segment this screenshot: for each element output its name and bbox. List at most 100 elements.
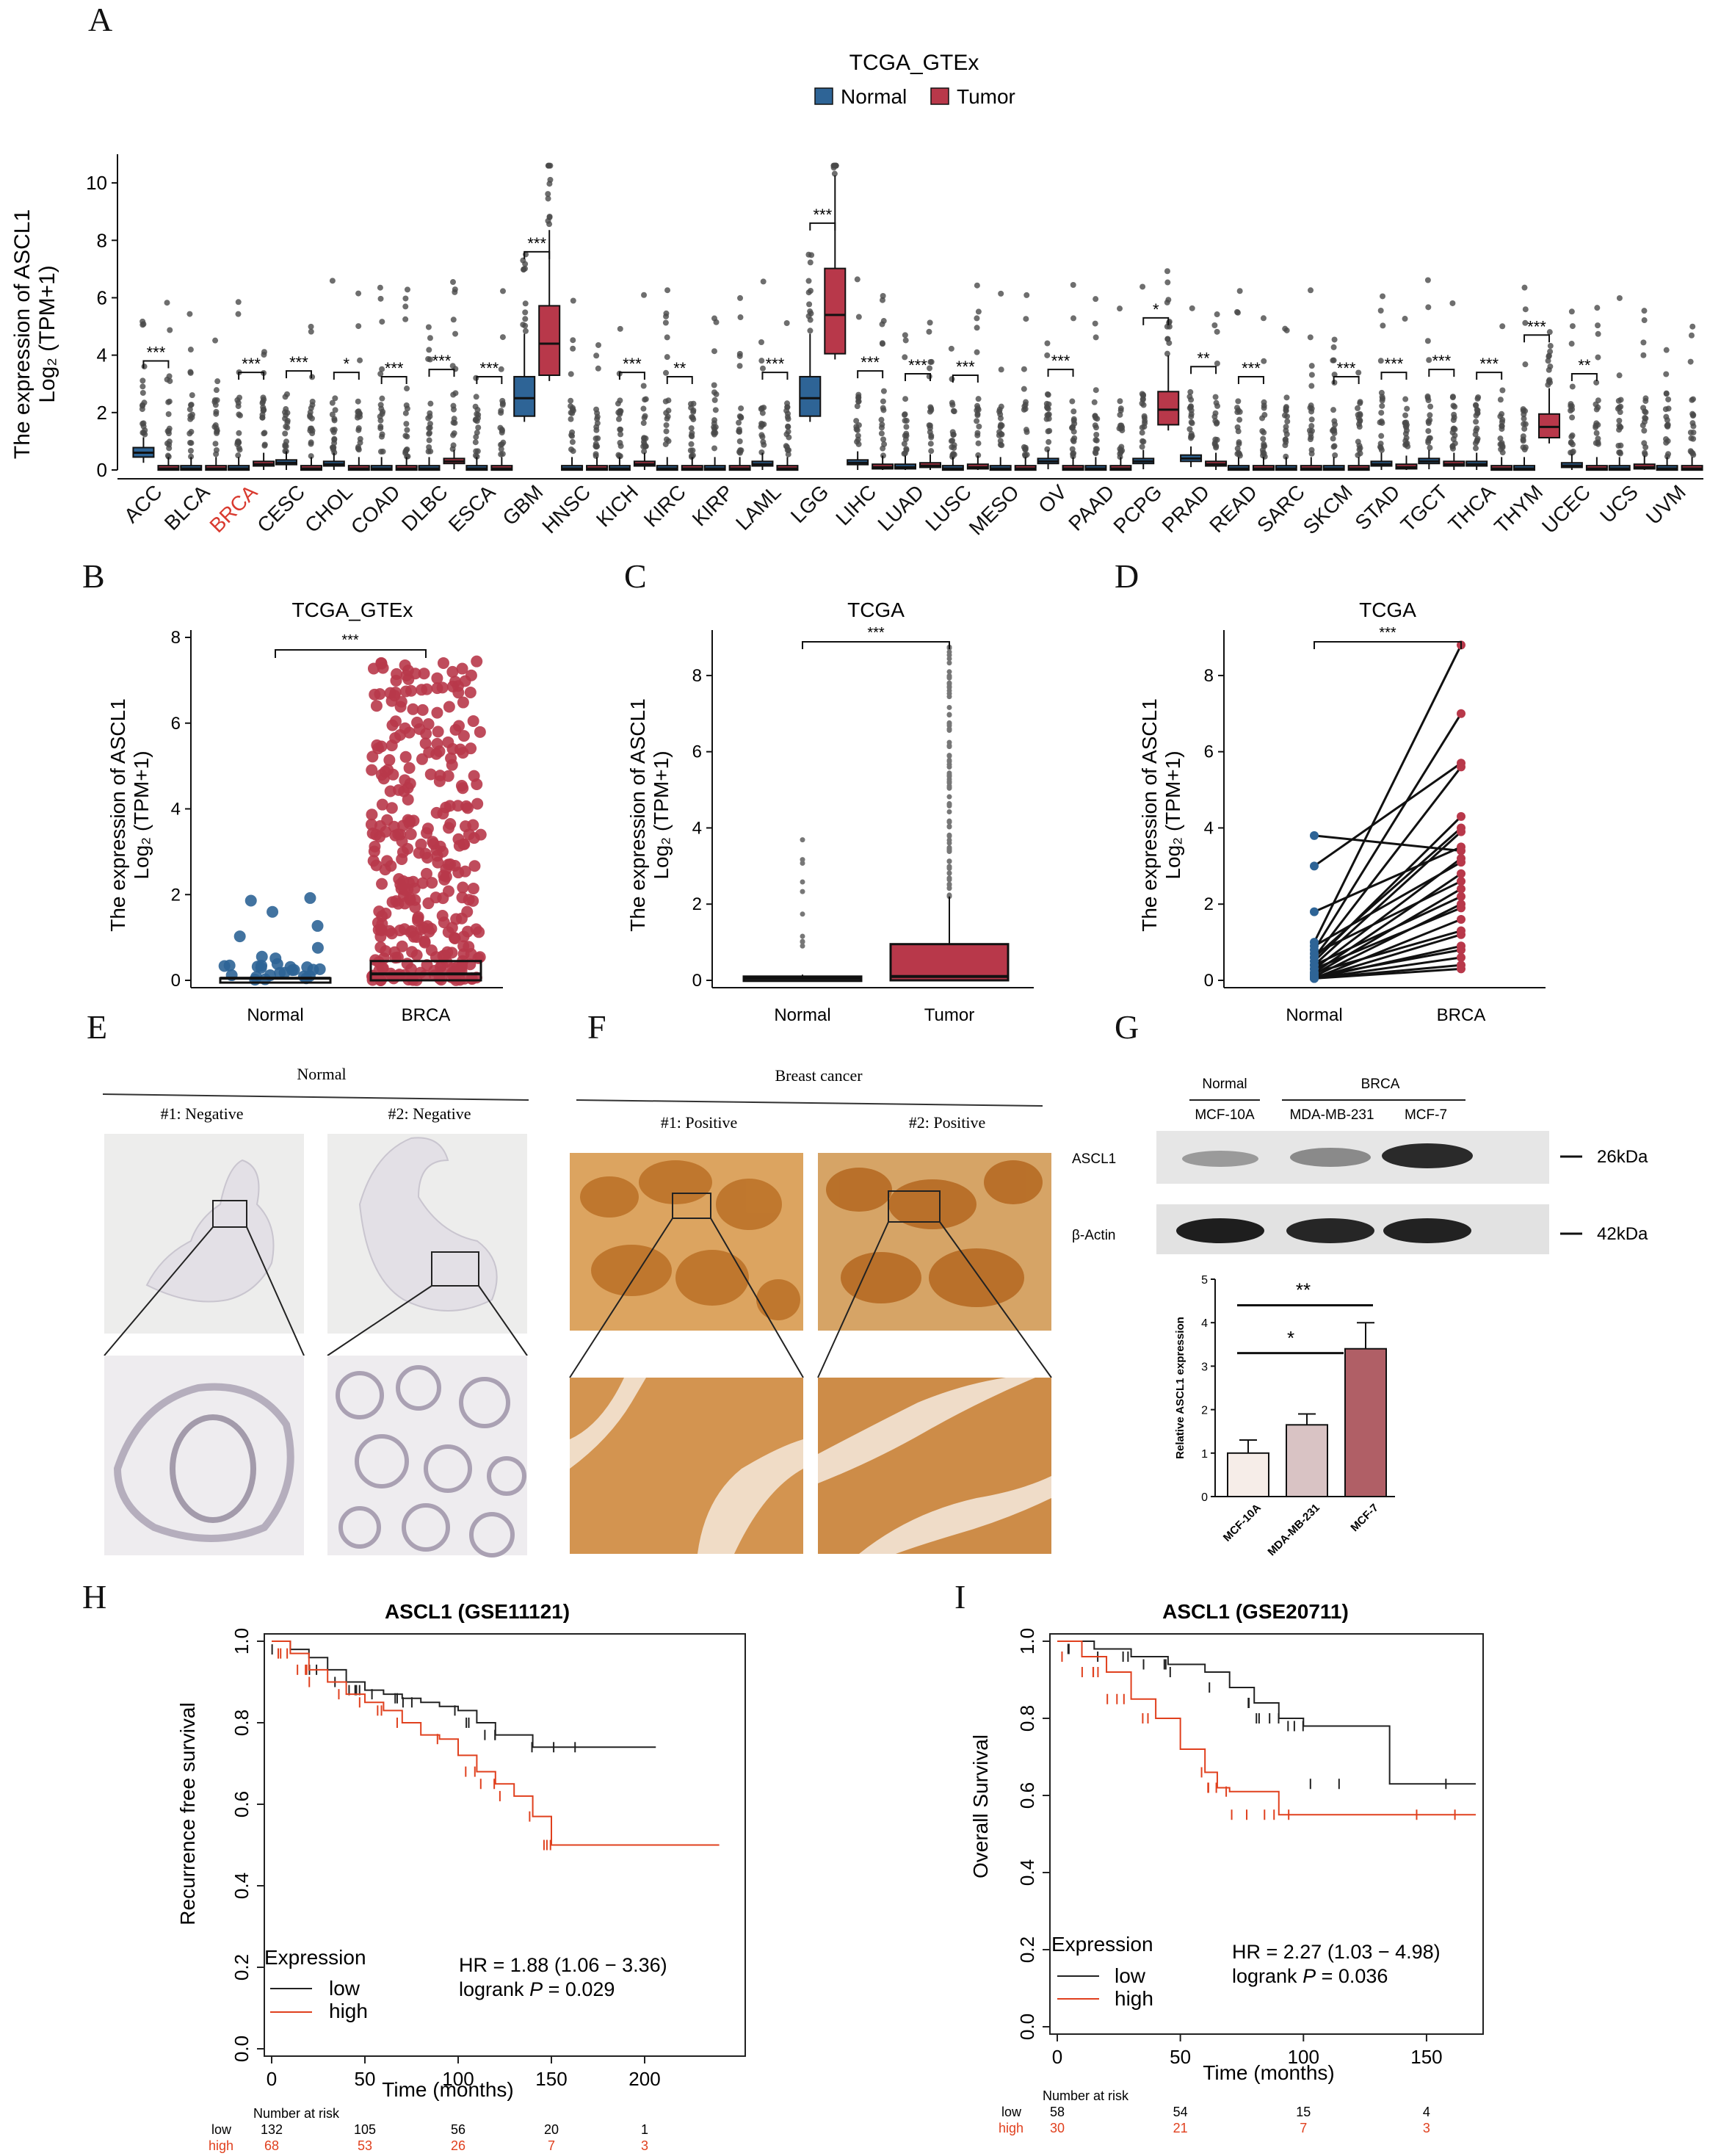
h-risk-low-count: 105 bbox=[354, 2122, 376, 2137]
a-outlier-point bbox=[617, 426, 624, 433]
a-outlier-point bbox=[951, 445, 957, 452]
c-outlier-point bbox=[946, 808, 952, 814]
a-outlier-point bbox=[1568, 341, 1575, 347]
a-sig-label: *** bbox=[242, 355, 261, 373]
b-point-brca bbox=[459, 675, 471, 687]
a-outlier-point bbox=[1214, 360, 1220, 366]
a-outlier-point bbox=[282, 441, 289, 448]
a-outlier-point bbox=[187, 439, 194, 446]
h-xtick-label: 150 bbox=[535, 2068, 567, 2090]
a-outlier-point bbox=[1424, 277, 1431, 283]
b-point-brca bbox=[383, 754, 396, 767]
a-outlier-point bbox=[1070, 281, 1076, 288]
a-outlier-point bbox=[926, 328, 932, 335]
b-sig-bracket bbox=[275, 649, 427, 658]
panel-b-chart: TCGA_GTEx The expression of ASCL1 Log₂ (… bbox=[106, 598, 503, 1025]
b-point-brca bbox=[419, 737, 432, 750]
c-outlier-point bbox=[946, 656, 952, 662]
a-outlier-point bbox=[737, 314, 744, 321]
a-outlier-point bbox=[1547, 348, 1554, 355]
a-outlier-point bbox=[452, 289, 458, 295]
a-group-gbm: ***GBM bbox=[498, 162, 561, 529]
a-outlier-point bbox=[880, 388, 887, 394]
a-outlier-point bbox=[1569, 406, 1576, 413]
a-outlier-point bbox=[1261, 443, 1267, 449]
c-outlier-point bbox=[946, 764, 952, 770]
svg-text:Log₂ (TPM+1): Log₂ (TPM+1) bbox=[650, 750, 673, 879]
a-outlier-point bbox=[1450, 416, 1457, 423]
a-outlier-point bbox=[595, 435, 601, 441]
a-outlier-point bbox=[853, 418, 860, 424]
panel-a-plot-area: 0246810***ACCBLCA***BRCA***CESC*CHOL***C… bbox=[86, 154, 1703, 540]
a-outlier-point bbox=[473, 394, 479, 400]
a-outlier-point bbox=[186, 311, 193, 317]
panel-c-plot-area: 0 2 4 6 8 Normal Tumor *** bbox=[692, 625, 1034, 1025]
a-sig-bracket bbox=[1476, 372, 1503, 380]
a-outlier-point bbox=[426, 424, 432, 431]
a-outlier-point bbox=[427, 356, 433, 363]
wb-marker-42-label: 42kDa bbox=[1597, 1224, 1648, 1244]
panel-d-plot-area: 0 2 4 6 8 Normal BRCA *** bbox=[1204, 625, 1546, 1025]
a-outlier-point bbox=[974, 405, 981, 411]
a-outlier-point bbox=[1497, 435, 1504, 442]
a-outlier-point bbox=[1568, 439, 1574, 446]
a-outlier-point bbox=[1357, 412, 1363, 419]
d-pair-line bbox=[1314, 872, 1462, 974]
a-outlier-point bbox=[1164, 299, 1170, 305]
a-outlier-point bbox=[1546, 329, 1553, 336]
a-outlier-point bbox=[879, 340, 885, 347]
a-outlier-point bbox=[1189, 420, 1195, 427]
a-outlier-point bbox=[1404, 405, 1410, 412]
g-ytick-label: 1 bbox=[1201, 1448, 1208, 1461]
a-outlier-point bbox=[1140, 402, 1147, 408]
b-point-brca bbox=[412, 912, 424, 925]
b-point-brca bbox=[381, 855, 394, 867]
a-outlier-point bbox=[1308, 372, 1315, 378]
a-sig-label: *** bbox=[813, 206, 832, 224]
b-point-brca bbox=[464, 686, 477, 698]
b-point-brca bbox=[460, 800, 473, 812]
c-outlier-point bbox=[946, 870, 952, 876]
d-point-brca bbox=[1457, 952, 1465, 962]
d-pair-line bbox=[1314, 918, 1462, 980]
a-outlier-point bbox=[1595, 422, 1601, 428]
b-point-brca bbox=[374, 688, 386, 701]
a-outlier-point bbox=[1261, 358, 1267, 364]
a-outlier-point bbox=[235, 438, 242, 444]
a-outlier-point bbox=[998, 366, 1004, 373]
a-outlier-point bbox=[165, 410, 172, 417]
a-outlier-point bbox=[805, 278, 812, 284]
d-point-brca bbox=[1457, 823, 1465, 833]
c-outlier-point bbox=[946, 840, 952, 846]
b-point-brca bbox=[446, 922, 458, 934]
a-sig-bracket bbox=[761, 372, 789, 380]
a-outlier-point bbox=[1330, 426, 1337, 433]
a-outlier-point bbox=[785, 410, 791, 417]
b-point-brca bbox=[366, 764, 378, 776]
a-outlier-point bbox=[235, 452, 242, 459]
a-outlier-point bbox=[1473, 419, 1479, 425]
a-outlier-point bbox=[1687, 358, 1694, 365]
a-outlier-point bbox=[377, 413, 383, 420]
c-outlier-point bbox=[946, 721, 952, 727]
g-ytick-label: 4 bbox=[1201, 1317, 1208, 1330]
b-point-brca bbox=[434, 961, 446, 973]
a-outlier-point bbox=[1521, 425, 1528, 432]
a-outlier-point bbox=[1022, 402, 1029, 408]
a-outlier-point bbox=[1402, 316, 1408, 322]
legend-normal-swatch bbox=[814, 87, 833, 105]
panel-f-ihc: Breast cancer #1: Positive #2: Positive bbox=[569, 1066, 1052, 1554]
a-outlier-point bbox=[1664, 422, 1671, 428]
a-outlier-point bbox=[236, 444, 242, 451]
a-outlier-point bbox=[214, 378, 221, 385]
a-box-tumor bbox=[1157, 391, 1180, 426]
b-point-brca bbox=[443, 701, 455, 713]
a-outlier-point bbox=[377, 295, 384, 302]
a-outlier-point bbox=[949, 452, 956, 458]
a-category-label: THCA bbox=[1444, 480, 1500, 536]
a-outlier-point bbox=[357, 435, 363, 442]
a-outlier-point bbox=[427, 400, 434, 407]
c-outlier-point bbox=[800, 943, 805, 949]
b-point-brca bbox=[455, 961, 468, 974]
a-outlier-point bbox=[855, 436, 861, 443]
